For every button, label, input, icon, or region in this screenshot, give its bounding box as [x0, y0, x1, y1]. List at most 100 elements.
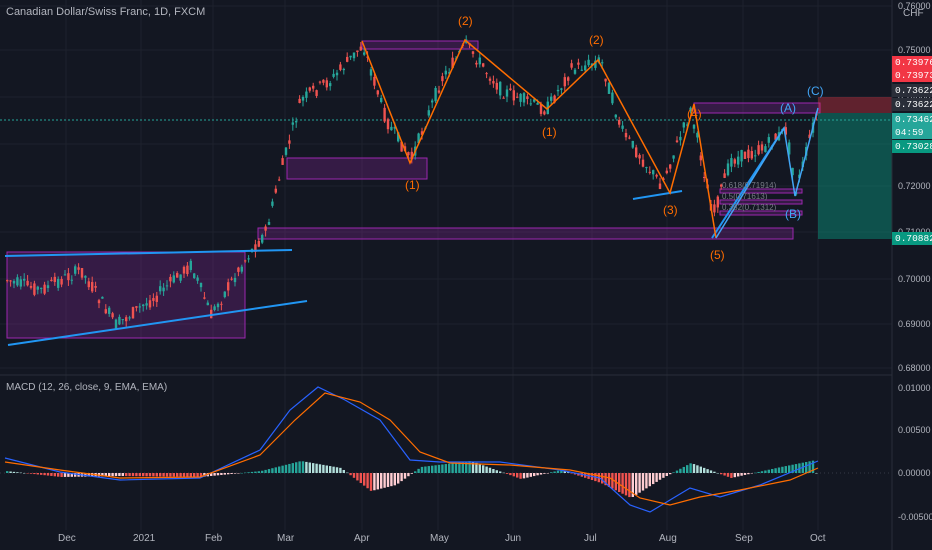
- macd-hist-bar: [138, 473, 141, 477]
- macd-hist-bar: [128, 473, 131, 477]
- macd-hist-bar: [325, 465, 328, 473]
- candle-body: [12, 280, 16, 284]
- candle-body: [505, 89, 509, 97]
- macd-hist-bar: [553, 471, 556, 473]
- candle-body: [386, 119, 390, 130]
- macd-hist-bar: [393, 473, 396, 486]
- candle-body: [227, 282, 230, 291]
- trend-line: [632, 190, 683, 200]
- candle-body: [97, 300, 101, 304]
- candle-body: [271, 201, 274, 206]
- candle-body: [560, 88, 563, 90]
- candle-body: [356, 50, 359, 53]
- candle-body: [788, 142, 791, 155]
- macd-hist-bar: [43, 473, 46, 476]
- macd-hist-bar: [611, 473, 614, 489]
- macd-hist-bar: [210, 473, 213, 476]
- macd-hist-bar: [601, 473, 604, 484]
- macd-hist-bar: [118, 473, 121, 477]
- macd-hist-bar: [74, 473, 77, 477]
- fib-label: 0.5(0.71613): [722, 192, 768, 201]
- macd-hist-bar: [172, 473, 175, 477]
- macd-hist-bar: [356, 473, 359, 481]
- candle-body: [57, 279, 60, 288]
- wave-label: (2): [458, 14, 473, 28]
- macd-hist-bar: [658, 473, 662, 480]
- macd-hist-bar: [757, 471, 760, 473]
- macd-hist-bar: [111, 473, 114, 477]
- macd-hist-bar: [699, 466, 702, 473]
- macd-hist-bar: [135, 473, 138, 477]
- candle-body: [499, 81, 502, 96]
- candle-body: [737, 156, 740, 165]
- candle-body: [264, 226, 267, 231]
- candle-body: [563, 77, 566, 87]
- candle-body: [315, 90, 318, 96]
- macd-hist-bar: [295, 462, 298, 473]
- macd-hist-bar: [278, 466, 281, 473]
- candle-body: [720, 184, 723, 187]
- candle-body: [512, 90, 515, 101]
- candle-body: [757, 145, 760, 155]
- time-tick: Dec: [58, 533, 76, 544]
- macd-hist-bar: [131, 473, 135, 477]
- macd-hist-bar: [563, 471, 566, 473]
- macd-hist-bar: [502, 472, 505, 474]
- macd-hist-bar: [774, 468, 777, 473]
- candle-body: [43, 284, 46, 294]
- macd-hist-bar: [519, 473, 522, 479]
- macd-hist-bar: [726, 473, 730, 477]
- time-tick: Oct: [810, 533, 826, 544]
- macd-hist-bar: [46, 473, 50, 476]
- macd-hist-bar: [539, 473, 543, 475]
- candle-body: [298, 98, 301, 103]
- macd-hist-bar: [703, 467, 706, 473]
- macd-hist-bar: [148, 473, 152, 477]
- candle-body: [679, 136, 682, 141]
- macd-hist-bar: [686, 465, 689, 473]
- macd-hist-bar: [624, 473, 628, 496]
- wave-label: (4): [687, 107, 702, 121]
- candle-body: [288, 140, 291, 144]
- candle-body: [604, 78, 607, 82]
- macd-hist-bar: [230, 473, 233, 474]
- macd-hist-bar: [125, 473, 128, 477]
- candle-body: [142, 304, 145, 307]
- macd-hist-bar: [274, 467, 277, 473]
- candle-body: [618, 120, 621, 125]
- candle-body: [325, 80, 328, 88]
- macd-hist-bar: [760, 471, 764, 473]
- macd-hist-bar: [400, 473, 403, 482]
- candle-body: [254, 244, 257, 252]
- macd-hist-bar: [546, 473, 549, 474]
- macd-hist-bar: [794, 464, 798, 473]
- candle-body: [104, 309, 107, 314]
- candle-body: [628, 137, 631, 139]
- macd-hist-bar: [604, 473, 607, 486]
- zone-rect: [719, 199, 803, 205]
- candle-body: [152, 298, 155, 301]
- macd-hist-bar: [386, 473, 390, 487]
- time-tick: Jul: [584, 533, 597, 544]
- stop-zone: [818, 97, 892, 113]
- time-tick: 2021: [133, 533, 156, 544]
- candle-body: [159, 286, 162, 292]
- candle-body: [244, 260, 247, 262]
- candle-body: [216, 303, 220, 308]
- candle-body: [553, 95, 556, 103]
- candle-body: [67, 273, 70, 281]
- macd-hist-bar: [743, 473, 747, 475]
- candle-body: [284, 147, 288, 155]
- candle-body: [716, 196, 719, 208]
- price-label: 04:59: [892, 126, 932, 139]
- candle-body: [369, 69, 373, 76]
- candle-body: [383, 107, 386, 122]
- candle-body: [295, 121, 298, 123]
- candle-body: [573, 69, 577, 74]
- candle-body: [203, 297, 206, 299]
- macd-title[interactable]: MACD (12, 26, close, 9, EMA, EMA): [6, 382, 168, 393]
- macd-hist-bar: [349, 473, 352, 476]
- macd-hist-bar: [750, 473, 753, 474]
- candle-body: [774, 133, 777, 140]
